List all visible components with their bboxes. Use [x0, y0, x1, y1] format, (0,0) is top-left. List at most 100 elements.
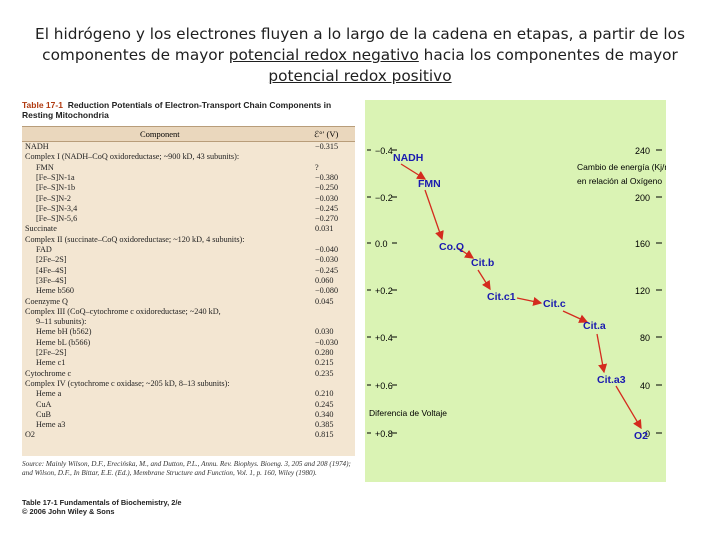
table-row: 9–11 subunits): [22, 317, 355, 327]
right-tick-label: 240 [635, 146, 650, 156]
table-row: Heme c1 0.215 [22, 358, 355, 368]
component-name: Heme a [36, 389, 62, 399]
component-name: [Fe–S]N-1a [36, 172, 75, 182]
diagram-svg: −0.4 −0.2 0.0 +0.2 +0.4 +0.6 +0.8 240 200 160 120 8… [367, 146, 681, 442]
potential-value: −0.380 [315, 172, 339, 182]
cyt-c-label: Cit.c [543, 298, 566, 310]
component-name: Complex IV (cytochrome c oxidase; ~205 k… [25, 378, 230, 388]
component-name: [4Fe–4S] [36, 265, 67, 275]
potential-value: 0.245 [315, 399, 334, 409]
component-name: Complex II (succinate–CoQ oxidoreductase… [25, 234, 245, 244]
table-row: CuB 0.340 [22, 410, 355, 420]
diagram-labels: Cambio de energía (Kj/mol) en relación al… [369, 152, 681, 442]
table-row: O2 0.815 [22, 430, 355, 440]
table-row: [Fe–S]N-2 −0.030 [22, 194, 355, 204]
table-credit: Table 17-1 Fundamentals of Biochemistry,… [22, 498, 182, 516]
table-row: [Fe–S]N-3,4 −0.245 [22, 204, 355, 214]
potential-value: 0.235 [315, 368, 334, 378]
electron-flow-diagram: −0.4 −0.2 0.0 +0.2 +0.4 +0.6 +0.8 240 200 160 120 8… [365, 100, 681, 482]
table-row: Succinate 0.031 [22, 224, 355, 234]
table-row: Complex IV (cytochrome c oxidase; ~205 k… [22, 379, 355, 389]
table-title: Table 17-1 Reduction Potentials of Elect… [22, 100, 352, 120]
table-row: Heme a3 0.385 [22, 420, 355, 430]
left-tick-label: −0.4 [375, 146, 393, 156]
redox-positive-link[interactable]: potencial redox positivo [268, 67, 452, 85]
cyt-b-label: Cit.b [471, 257, 494, 269]
flow-arrow [615, 385, 642, 430]
heading-line-1: El hidrógeno y los electrones fluyen a l… [35, 25, 685, 43]
table-row: Complex III (CoQ–cytochrome c oxidoreduc… [22, 307, 355, 317]
component-name: [2Fe–2S] [36, 348, 67, 357]
component-name: [3Fe–4S] [36, 275, 67, 285]
flow-arrow [477, 269, 491, 291]
table-row: [Fe–S]N-5,6 −0.270 [22, 214, 355, 224]
right-tick-label: 40 [640, 381, 650, 391]
table-row: Complex I (NADH–CoQ oxidoreductase; ~900… [22, 152, 355, 162]
right-tick-label: 160 [635, 239, 650, 249]
table-row: [3Fe–4S] 0.060 [22, 276, 355, 286]
slide-heading: El hidrógeno y los electrones fluyen a l… [20, 24, 700, 87]
table-row: Heme b560 −0.080 [22, 286, 355, 296]
table-row: Complex II (succinate–CoQ oxidoreductase… [22, 235, 355, 245]
potential-value: −0.245 [315, 203, 339, 213]
component-name: [Fe–S]N-1b [36, 183, 76, 193]
table-row: Heme bL (b566) −0.030 [22, 338, 355, 348]
component-name: [Fe–S]N-3,4 [36, 203, 78, 213]
component-name: [Fe–S]N-5,6 [36, 214, 78, 224]
component-name: Heme b560 [36, 286, 74, 296]
component-name: CuB [36, 409, 52, 419]
potential-value: 0.280 [315, 348, 334, 357]
flow-arrow [516, 296, 543, 306]
potential-value: −0.245 [315, 265, 339, 275]
heading-line-2: componentes de mayor potencial redox neg… [20, 45, 700, 66]
table-row: Heme a 0.210 [22, 389, 355, 399]
potential-value: −0.030 [315, 193, 339, 203]
left-tick-label: −0.2 [375, 193, 393, 203]
cyt-c1-label: Cit.c1 [487, 291, 516, 303]
component-name: [2Fe–2S] [36, 255, 67, 265]
component-name: FMN [36, 162, 54, 172]
oxygen-label: O2 [634, 430, 648, 442]
component-name: Complex III (CoQ–cytochrome c oxidoreduc… [25, 306, 221, 316]
potential-value: −0.040 [315, 245, 339, 254]
cyt-a3-label: Cit.a3 [597, 374, 626, 386]
table-row: [4Fe–4S] −0.245 [22, 266, 355, 276]
potential-value: 0.060 [315, 275, 334, 285]
left-tick-label: +0.6 [375, 381, 393, 391]
electron-flow-arrows [400, 163, 642, 430]
table-row: Coenzyme Q 0.045 [22, 297, 355, 307]
potential-value: 0.210 [315, 389, 334, 399]
potential-value: 0.815 [315, 430, 334, 440]
voltage-difference-label: Diferencia de Voltaje [369, 408, 447, 418]
flow-arrow [596, 333, 608, 374]
potential-value: 0.385 [315, 420, 334, 430]
component-name: NADH [25, 142, 49, 151]
left-tick-label: 0.0 [375, 239, 388, 249]
heading-line-3: potencial redox positivo [20, 66, 700, 87]
potential-value: −0.080 [315, 286, 339, 296]
component-name: FAD [36, 245, 52, 254]
potential-value: −0.315 [315, 142, 339, 151]
component-name: [Fe–S]N-2 [36, 193, 72, 203]
coq-label: Co.Q [439, 241, 464, 253]
table-source: Source: Mainly Wilson, D.F., Erecińska, … [22, 460, 351, 477]
component-name: Heme c1 [36, 358, 66, 368]
component-name: 9–11 subunits): [36, 317, 87, 327]
table-row: [Fe–S]N-1a −0.380 [22, 173, 355, 183]
fmn-label: FMN [418, 178, 441, 190]
potential-value: ? [315, 162, 319, 172]
table-row: [2Fe–2S] 0.280 [22, 348, 355, 358]
component-name: Cytochrome c [25, 368, 72, 378]
energy-change-label: Cambio de energía (Kj/mol) [577, 162, 666, 172]
column-header-potential: ℰ°′ (V) [314, 129, 339, 139]
potential-value: −0.250 [315, 183, 339, 193]
component-name: Heme bL (b566) [36, 337, 91, 347]
table-number: Table 17-1 [22, 100, 63, 110]
potential-value: −0.030 [315, 337, 339, 347]
table-row: [Fe–S]N-1b −0.250 [22, 183, 355, 193]
table-row: FMN? [22, 163, 355, 173]
table-row: [2Fe–2S] −0.030 [22, 255, 355, 265]
energy-reference-label: en relación al Oxígeno [577, 176, 662, 186]
redox-negative-link[interactable]: potencial redox negativo [228, 46, 419, 64]
flow-arrow [457, 247, 475, 259]
